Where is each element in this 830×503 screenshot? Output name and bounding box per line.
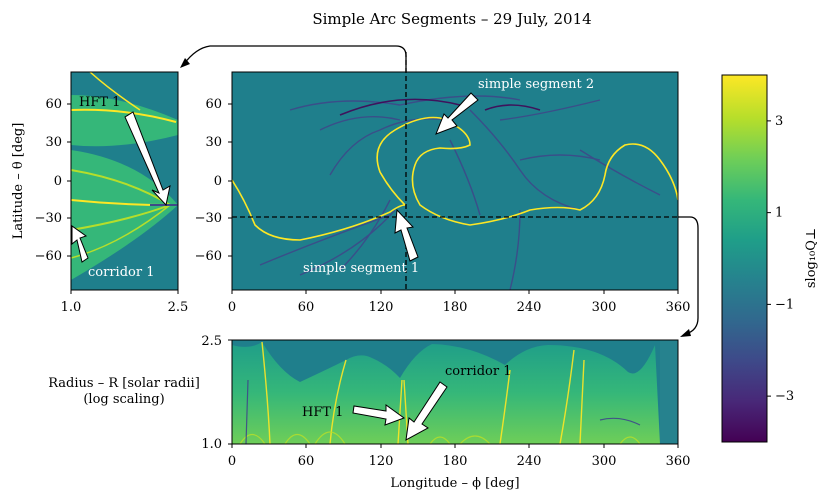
connector-to-bottom <box>678 216 699 335</box>
connector-to-side <box>183 45 407 72</box>
colorbar: 3 1 −1 −3 slog₁₀Q⊥ <box>721 74 819 443</box>
bottom-bright-lines <box>261 341 585 444</box>
main-xticks: 0 60 120 180 240 300 360 <box>228 290 691 315</box>
main-arcs <box>232 116 678 241</box>
main-xtick-180: 180 <box>443 300 468 315</box>
side-xtick-1: 1.0 <box>61 300 82 315</box>
main-xtick-240: 240 <box>517 300 542 315</box>
side-ytick-m30: −30 <box>35 211 62 226</box>
bottom-ylabel: Radius – R [solar radii] <box>48 376 200 391</box>
main-ytick-60: 60 <box>205 97 222 112</box>
side-yticks: 60 30 0 −30 −60 <box>35 97 71 264</box>
side-ytick-0: 0 <box>54 174 62 189</box>
bottom-xlabel: Longitude – ϕ [deg] <box>390 476 519 491</box>
bottom-panel: corridor 1 HFT 1 2.5 1.0 0 60 120 180 24… <box>48 334 690 491</box>
bottom-annotation-hft: HFT 1 <box>302 405 343 420</box>
colorbar-gradient <box>721 74 768 443</box>
figure-title: Simple Arc Segments – 29 July, 2014 <box>312 10 591 28</box>
colorbar-tick-label: 1 <box>775 206 783 221</box>
colorbar-label: slog₁₀Q⊥ <box>804 228 819 288</box>
bottom-ytick-2-5: 2.5 <box>201 334 222 349</box>
bottom-arrow-corridor <box>405 381 448 441</box>
side-panel: HFT 1 corridor 1 60 30 0 −30 −60 1.0 2.5… <box>11 71 189 315</box>
bottom-open-field <box>232 342 660 444</box>
side-lower-lobe <box>71 150 178 280</box>
side-xtick-2: 2.5 <box>168 300 189 315</box>
side-xticks: 1.0 2.5 <box>61 290 189 315</box>
main-xtick-60: 60 <box>298 300 315 315</box>
main-ytick-30: 30 <box>205 135 222 150</box>
bottom-xtick-300: 300 <box>592 454 617 469</box>
main-panel-background <box>232 72 678 290</box>
connector-to-bottom-head <box>680 329 691 337</box>
side-upper-lobe <box>71 95 178 147</box>
side-ytick-60: 60 <box>45 97 62 112</box>
side-ylabel: Latitude – θ [deg] <box>11 123 26 240</box>
main-yticks: 60 30 0 −30 −60 <box>195 97 232 264</box>
bottom-xtick-0: 0 <box>228 454 236 469</box>
main-separatrices <box>259 95 661 290</box>
bottom-xtick-60: 60 <box>298 454 315 469</box>
colorbar-tick-label: −3 <box>775 389 794 404</box>
side-annotation-corridor: corridor 1 <box>88 265 154 280</box>
main-xtick-0: 0 <box>228 300 236 315</box>
main-annotation-segment-1: simple segment 1 <box>303 261 419 276</box>
bottom-xtick-180: 180 <box>443 454 468 469</box>
colorbar-ticks: 3 1 −1 −3 <box>767 114 794 404</box>
colorbar-tick-label: −1 <box>775 297 794 312</box>
bottom-ytick-1-0: 1.0 <box>201 437 222 452</box>
main-xtick-300: 300 <box>592 300 617 315</box>
bottom-yticks: 2.5 1.0 <box>201 334 232 452</box>
main-arrow-segment-2 <box>435 92 479 135</box>
main-xtick-360: 360 <box>666 300 691 315</box>
bottom-xticks: 0 60 120 180 240 300 360 <box>228 444 691 469</box>
main-xtick-120: 120 <box>369 300 394 315</box>
side-arrow-corridor <box>71 225 89 263</box>
main-arrow-segment-1 <box>394 208 419 262</box>
bottom-xtick-360: 360 <box>666 454 691 469</box>
bottom-xtick-120: 120 <box>369 454 394 469</box>
side-ytick-m60: −60 <box>35 249 62 264</box>
side-annotation-hft: HFT 1 <box>79 95 120 110</box>
bottom-xtick-240: 240 <box>517 454 542 469</box>
side-ytick-30: 30 <box>45 135 62 150</box>
main-ytick-m60: −60 <box>195 249 222 264</box>
bottom-annotation-corridor: corridor 1 <box>445 364 511 379</box>
bottom-ylabel-note: (log scaling) <box>83 392 164 407</box>
colorbar-tick-label: 3 <box>775 114 783 129</box>
main-ytick-m30: −30 <box>195 211 222 226</box>
side-arrow-hft <box>124 111 171 207</box>
connector-to-side-head <box>180 58 190 68</box>
main-ytick-0: 0 <box>214 174 222 189</box>
bottom-arrow-hft <box>352 404 406 426</box>
main-panel: simple segment 2 simple segment 1 60 30 … <box>195 52 691 315</box>
main-annotation-segment-2: simple segment 2 <box>478 77 594 92</box>
